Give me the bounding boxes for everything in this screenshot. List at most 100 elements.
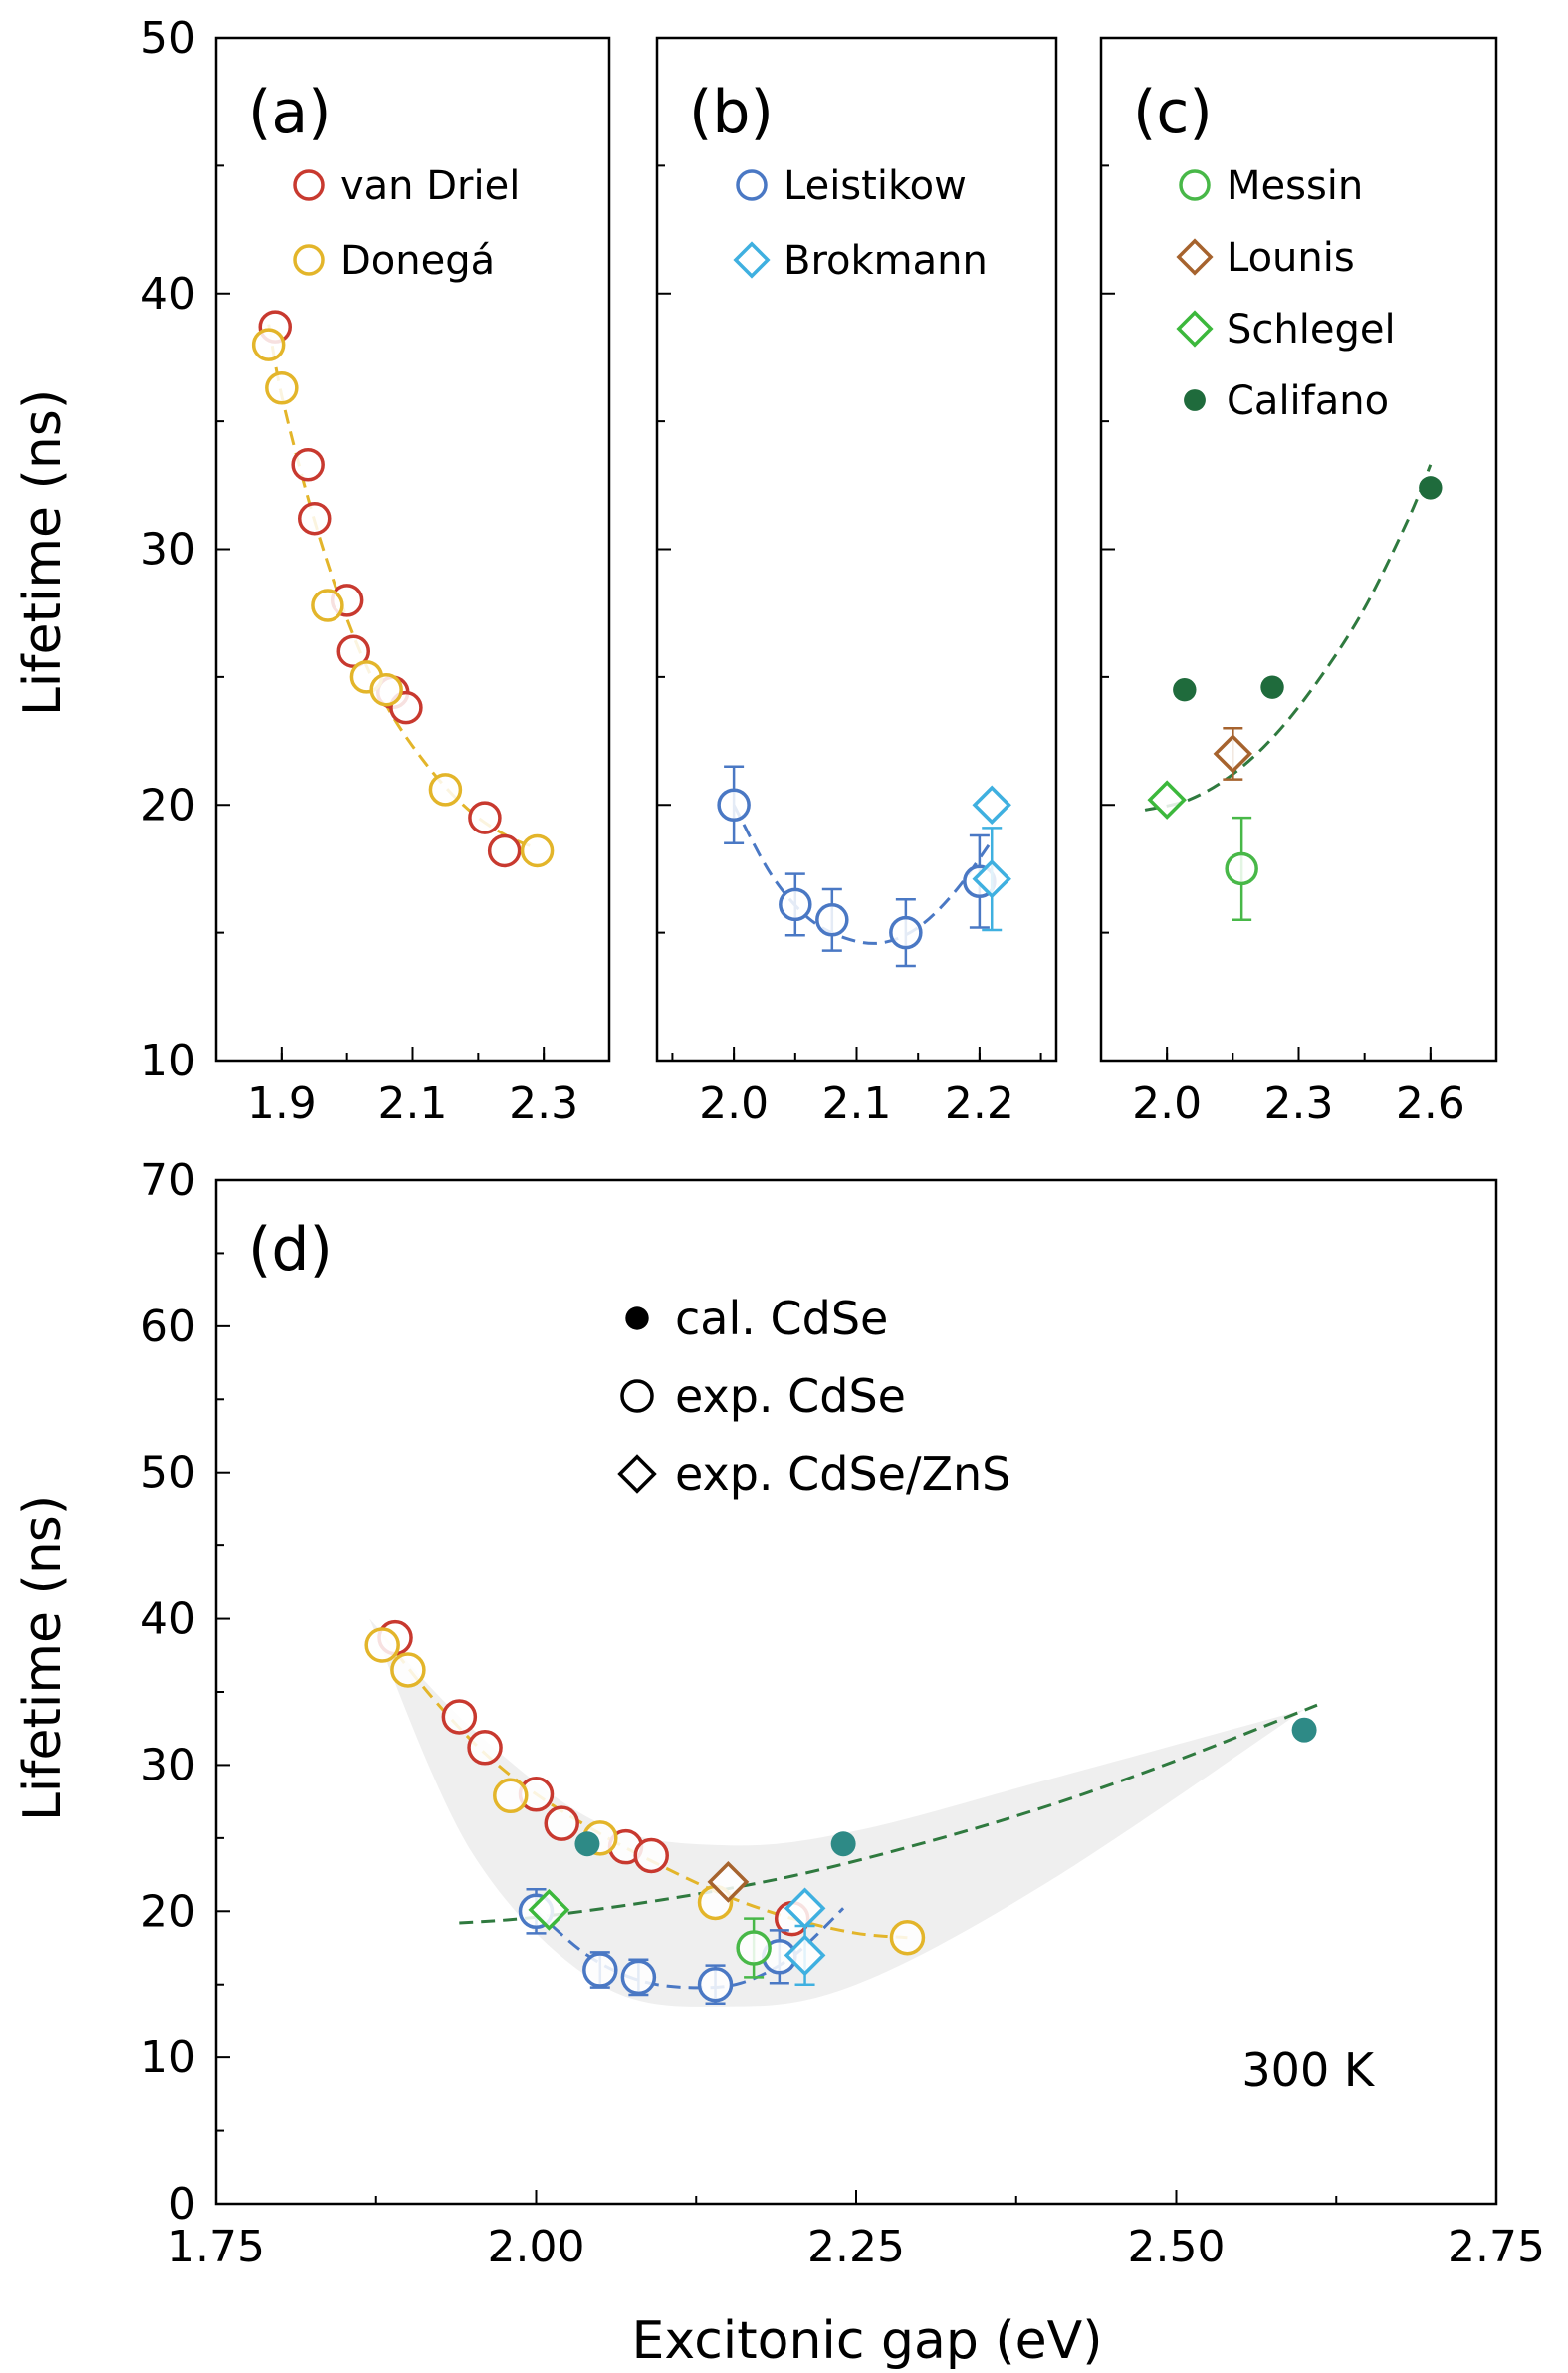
data-point: [697, 1966, 734, 2003]
data-point: [493, 1778, 529, 1814]
legend-marker: [1179, 169, 1211, 201]
temperature-annotation: 300 K: [1241, 2043, 1375, 2097]
x-tick-label: 2.25: [807, 2222, 905, 2272]
data-point: [311, 589, 344, 622]
panel-label: (d): [248, 1215, 333, 1285]
x-tick-label: 2.3: [1264, 1078, 1334, 1129]
data-point: [1147, 780, 1187, 820]
data-point: [815, 903, 849, 937]
legend-marker: [620, 1379, 654, 1413]
data-point: [972, 858, 1011, 899]
data-point: [582, 1952, 618, 1988]
y-tick-label: 0: [168, 2179, 196, 2230]
y-axis-title-bottom: Lifetime (ns): [13, 1495, 73, 1821]
data-point: [620, 1959, 657, 1996]
legend-label: Lounis: [1227, 235, 1355, 281]
plot-frame: [1099, 36, 1498, 1063]
y-tick-label: 60: [140, 1302, 196, 1352]
chart-panels: 1.9 2.1 2.3 10 20 30 40 50 (a)van Driel Donegá 2.0…: [140, 13, 1545, 2272]
x-tick-label: 2.50: [1128, 2222, 1226, 2272]
data-point: [544, 1805, 579, 1841]
fit-curve: [267, 324, 539, 850]
data-point: [468, 801, 502, 834]
data-point: [1213, 734, 1253, 774]
plot-frame: [214, 36, 611, 1063]
x-tick-label: 2.00: [488, 2222, 585, 2272]
x-tick-label: 2.3: [509, 1078, 578, 1129]
data-point: [717, 788, 751, 822]
x-tick-label: 2.75: [1448, 2222, 1545, 2272]
legend-marker: [1184, 389, 1206, 411]
data-point: [441, 1699, 478, 1735]
data-point: [972, 785, 1011, 825]
y-tick-label: 50: [140, 1448, 196, 1499]
legend-label: exp. CdSe: [675, 1369, 906, 1423]
panel-1: 1.9 2.1 2.3 10 20 30 40 50 (a)van Driel Donegá: [140, 13, 611, 1129]
data-point: [390, 1652, 426, 1688]
x-tick-label: 2.1: [822, 1078, 892, 1129]
data-point: [736, 1930, 772, 1966]
data-point: [251, 328, 286, 361]
data-point: [520, 833, 555, 868]
panel-label: (a): [248, 78, 332, 147]
fit-curve: [1144, 464, 1433, 812]
legend-label: Califano: [1227, 378, 1389, 424]
data-point: [1291, 1717, 1317, 1743]
legend-marker: [625, 1306, 649, 1330]
legend-label: Messin: [1227, 163, 1363, 209]
legend-label: Leistikow: [784, 163, 967, 209]
fit-curve: [459, 1703, 1318, 1925]
y-tick-label: 30: [140, 525, 196, 576]
fit-curve: [732, 804, 994, 945]
y-tick-label: 40: [140, 269, 196, 320]
legend-label: Donegá: [340, 238, 495, 284]
data-point: [369, 672, 403, 707]
x-tick-label: 1.9: [247, 1078, 317, 1129]
x-tick-label: 2.0: [1132, 1078, 1202, 1129]
data-point: [784, 1934, 826, 1977]
data-point: [574, 1831, 600, 1857]
data-point: [298, 501, 332, 536]
y-tick-label: 10: [140, 2032, 196, 2083]
panel-3: 2.0 2.3 2.6 (c) Messin Lounis Schlegel Califano: [1099, 36, 1498, 1129]
data-point: [528, 1888, 570, 1931]
data-point: [428, 773, 463, 807]
data-point: [1173, 678, 1197, 702]
data-point: [364, 1627, 400, 1663]
data-point: [707, 1861, 750, 1903]
legend-marker: [293, 244, 325, 276]
x-tick-label: 2.2: [945, 1078, 1014, 1129]
legend-marker: [293, 169, 325, 201]
x-tick-label: 2.0: [699, 1078, 769, 1129]
x-tick-label: 2.6: [1396, 1078, 1465, 1129]
legend-label: Schlegel: [1227, 307, 1396, 353]
x-axis-title: Excitonic gap (eV): [631, 2311, 1102, 2371]
y-tick-label: 30: [140, 1740, 196, 1790]
plot-frame: [655, 36, 1058, 1063]
data-point: [467, 1730, 503, 1766]
data-point: [1225, 851, 1258, 886]
panel-4: 1.75 2.00 2.25 2.50 2.75 0 10 20 30 40 50 60 70 (d) ca…: [140, 1155, 1545, 2272]
data-point: [633, 1837, 669, 1874]
y-axis-title-top: Lifetime (ns): [13, 389, 73, 716]
data-point: [291, 448, 325, 482]
legend-marker: [617, 1454, 657, 1494]
data-point: [336, 634, 370, 668]
legend-label: exp. CdSe/ZnS: [675, 1447, 1010, 1501]
plot-frame: [214, 1178, 1498, 2206]
y-tick-label: 70: [140, 1155, 196, 1206]
legend-marker: [733, 241, 771, 279]
panel-label: (b): [689, 78, 774, 147]
data-point: [779, 887, 812, 922]
data-point: [487, 833, 522, 868]
panel-label: (c): [1133, 78, 1213, 147]
legend-label: van Driel: [340, 163, 520, 209]
data-point: [1260, 675, 1284, 699]
data-point: [889, 915, 923, 950]
x-tick-label: 2.1: [378, 1078, 448, 1129]
data-point: [1419, 476, 1443, 500]
data-point: [265, 370, 299, 405]
legend-marker: [1176, 310, 1214, 348]
legend-marker: [1176, 238, 1214, 276]
